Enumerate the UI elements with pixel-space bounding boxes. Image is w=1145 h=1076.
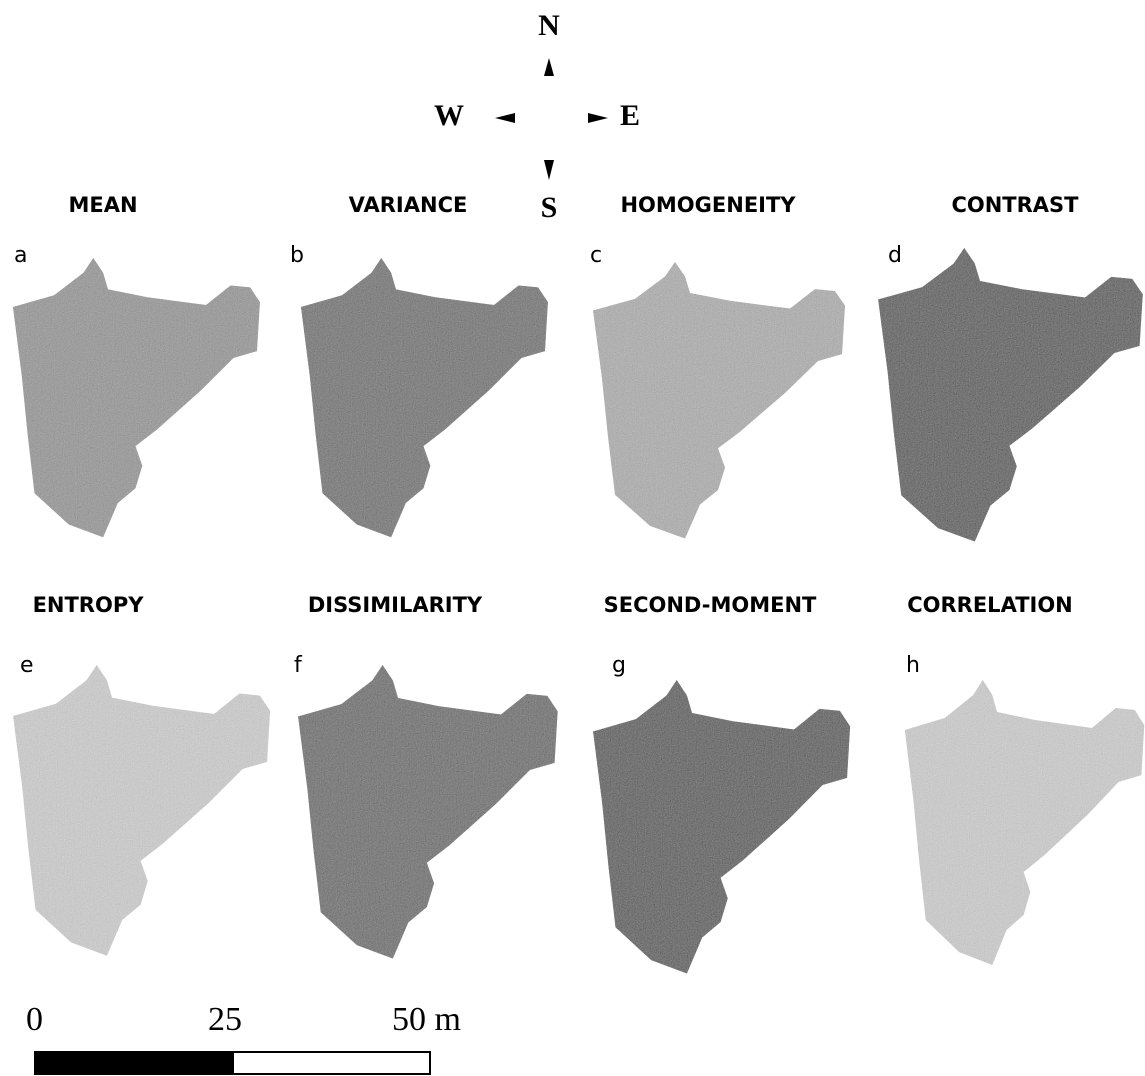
texture-map [593, 262, 845, 539]
panel-letter: b [290, 243, 304, 268]
arrow-west [495, 113, 515, 123]
scale-label: 0 [26, 1001, 43, 1038]
panel-letter: c [590, 243, 602, 268]
panel-letter: a [14, 243, 27, 268]
panel-letter: d [888, 243, 902, 268]
panel-title: SECOND-MOMENT [604, 593, 817, 617]
compass-north: N [538, 9, 560, 42]
panel-title: ENTROPY [33, 593, 145, 617]
texture-map [593, 680, 851, 974]
texture-map [12, 258, 260, 538]
texture-map [298, 665, 558, 959]
panel-title: CONTRAST [951, 193, 1079, 217]
map-panel: CORRELATION h [904, 593, 1145, 965]
map-panel: ENTROPY e [13, 593, 271, 956]
arrow-south [544, 160, 554, 180]
panel-title: VARIANCE [349, 193, 468, 217]
texture-map [13, 665, 271, 956]
compass-west: W [434, 99, 464, 132]
arrow-east [588, 113, 608, 123]
map-panel: DISSIMILARITY f [294, 593, 558, 959]
map-panel: MEAN a [12, 193, 260, 538]
scale-segment [34, 1051, 234, 1075]
scale-label: 25 [208, 1001, 242, 1038]
panels: MEAN a VARIANCE b HOMOGENEITY c CONTRAST d ENTRO… [12, 193, 1145, 974]
north-arrow: N S W E [434, 9, 640, 224]
compass-east: E [620, 99, 640, 132]
panel-letter: h [906, 653, 920, 678]
texture-map [904, 680, 1145, 965]
panel-title: CORRELATION [907, 593, 1073, 617]
map-panel: VARIANCE b [290, 193, 548, 538]
map-panel: HOMOGENEITY c [590, 193, 845, 539]
texture-map [300, 258, 548, 538]
panel-letter: f [294, 653, 303, 678]
map-panel: SECOND-MOMENT g [593, 593, 851, 974]
arrow-north [544, 58, 554, 76]
panel-letter: e [20, 653, 34, 678]
panel-title: MEAN [68, 193, 137, 217]
panel-title: DISSIMILARITY [308, 593, 483, 617]
scale-segment [232, 1051, 431, 1075]
compass-south: S [541, 191, 558, 224]
scale-bar: 0 25 50 m [26, 1001, 461, 1075]
panel-title: HOMOGENEITY [620, 193, 796, 217]
panel-letter: g [612, 653, 626, 678]
scale-label: 50 m [392, 1001, 461, 1038]
map-panel: CONTRAST d [878, 193, 1143, 542]
texture-map [878, 248, 1143, 542]
